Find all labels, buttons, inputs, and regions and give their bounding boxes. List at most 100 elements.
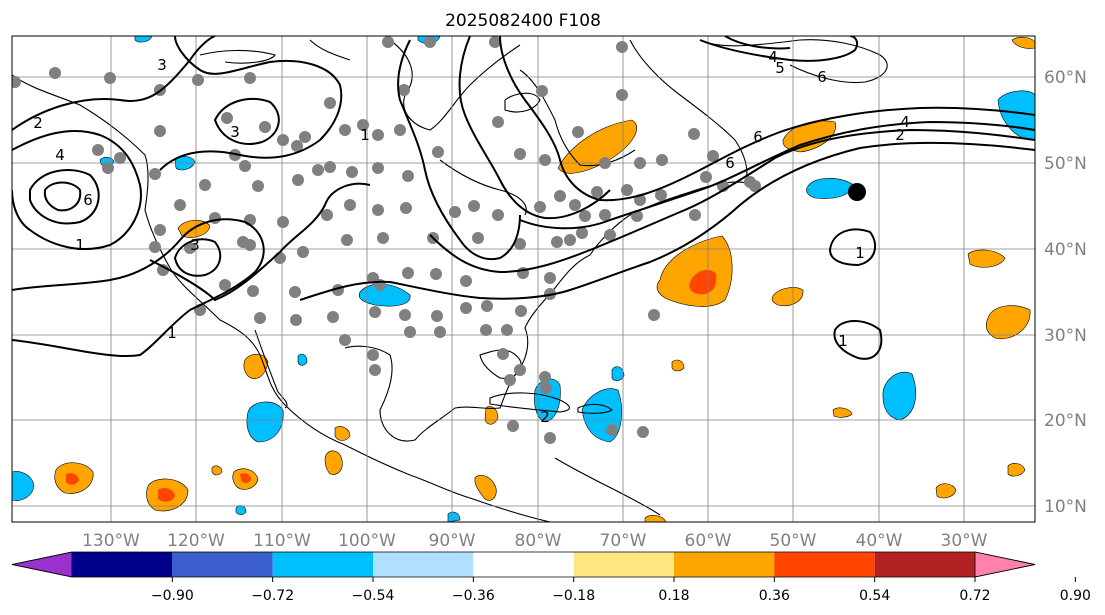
contour-labels: 3 2 4 6 3 1 3 1 1 6 4 2 6 4 5 6 1 1 2: [33, 48, 910, 426]
positive-anomaly: [66, 473, 79, 485]
station-marker: [341, 234, 353, 246]
station-marker: [289, 286, 301, 298]
station-marker: [514, 238, 526, 250]
station-marker: [544, 272, 556, 284]
station-marker: [536, 85, 548, 97]
contour-label: 3: [190, 236, 200, 254]
colorbar-tick-label: 0.54: [859, 588, 890, 604]
longitude-label: 110°W: [253, 531, 311, 551]
station-marker: [174, 199, 186, 211]
station-marker: [688, 128, 700, 140]
station-marker: [244, 239, 256, 251]
station-marker: [599, 209, 611, 221]
negative-anomaly: [447, 511, 461, 522]
station-marker: [184, 242, 196, 254]
longitude-label: 130°W: [82, 531, 140, 551]
station-marker: [221, 112, 233, 124]
station-marker: [481, 300, 493, 312]
latitude-label: 60°N: [1044, 68, 1087, 88]
station-marker: [504, 374, 516, 386]
station-marker: [449, 206, 461, 218]
positive-anomaly: [671, 359, 685, 372]
positive-anomaly: [334, 426, 351, 441]
station-marker: [507, 420, 519, 432]
station-marker: [576, 227, 588, 239]
station-marker: [372, 162, 384, 174]
contour-label: 1: [167, 324, 177, 342]
positive-anomaly: [211, 465, 223, 476]
station-marker: [591, 186, 603, 198]
longitude-label: 100°W: [338, 531, 396, 551]
station-markers: [12, 36, 761, 444]
station-marker: [402, 170, 414, 182]
storm-center-marker: [848, 183, 866, 201]
positive-anomaly: [1011, 36, 1035, 49]
station-marker: [209, 212, 221, 224]
contour-label: 1: [855, 244, 865, 262]
station-marker: [480, 324, 492, 336]
longitude-label: 80°W: [515, 531, 562, 551]
contour-label: 2: [33, 114, 43, 132]
station-marker: [312, 164, 324, 176]
latitude-labels: 60°N 50°N 40°N 30°N 20°N 10°N: [1044, 68, 1087, 517]
station-marker: [431, 310, 443, 322]
station-marker: [648, 309, 660, 321]
station-marker: [540, 382, 552, 394]
positive-anomaly: [324, 450, 343, 475]
colorbar-segment: [272, 552, 373, 577]
colorbar-segment: [373, 552, 474, 577]
station-marker: [634, 157, 646, 169]
station-marker: [460, 302, 472, 314]
contour-label: 6: [753, 128, 763, 146]
station-marker: [154, 224, 166, 236]
positive-anomaly: [689, 269, 717, 295]
station-marker: [149, 168, 161, 180]
station-marker: [707, 150, 719, 162]
station-marker: [254, 312, 266, 324]
contour-label: 6: [817, 68, 827, 86]
contour-label: 3: [157, 56, 167, 74]
station-marker: [394, 124, 406, 136]
negative-anomaly: [297, 353, 308, 366]
station-marker: [468, 200, 480, 212]
station-marker: [357, 119, 369, 131]
station-marker: [539, 154, 551, 166]
station-marker: [460, 275, 472, 287]
station-marker: [492, 116, 504, 128]
negative-anomaly: [611, 366, 625, 382]
station-marker: [12, 76, 21, 88]
station-marker: [372, 204, 384, 216]
colorbar-segment: [72, 552, 173, 577]
contour-label: 3: [230, 123, 240, 141]
colorbar-tick-label: 0.18: [658, 588, 689, 604]
station-marker: [554, 190, 566, 202]
station-marker: [104, 72, 116, 84]
colorbar-segment: [774, 552, 875, 577]
station-marker: [247, 285, 259, 297]
station-marker: [404, 326, 416, 338]
station-marker: [400, 202, 412, 214]
colorbar-segment: [974, 551, 1036, 578]
map-frame: [11, 35, 1036, 523]
positive-anomaly: [240, 473, 251, 483]
station-marker: [514, 148, 526, 160]
station-marker: [402, 267, 414, 279]
contour-label: 1: [360, 126, 370, 144]
colorbar-tick-label: −0.54: [352, 588, 395, 604]
station-marker: [579, 210, 591, 222]
colorbar-segment: [874, 552, 975, 577]
station-marker: [434, 326, 446, 338]
station-marker: [544, 432, 556, 444]
colorbar: −0.90 −0.72 −0.54 −0.36 −0.18 0.18 0.36 0.54 0.7…: [11, 551, 1091, 604]
station-marker: [114, 152, 126, 164]
station-marker: [604, 229, 616, 241]
station-marker: [372, 129, 384, 141]
station-marker: [472, 232, 484, 244]
station-marker: [382, 36, 394, 48]
station-marker: [572, 126, 584, 138]
station-marker: [501, 324, 513, 336]
station-marker: [367, 349, 379, 361]
station-marker: [299, 131, 311, 143]
station-marker: [369, 306, 381, 318]
station-marker: [219, 279, 231, 291]
